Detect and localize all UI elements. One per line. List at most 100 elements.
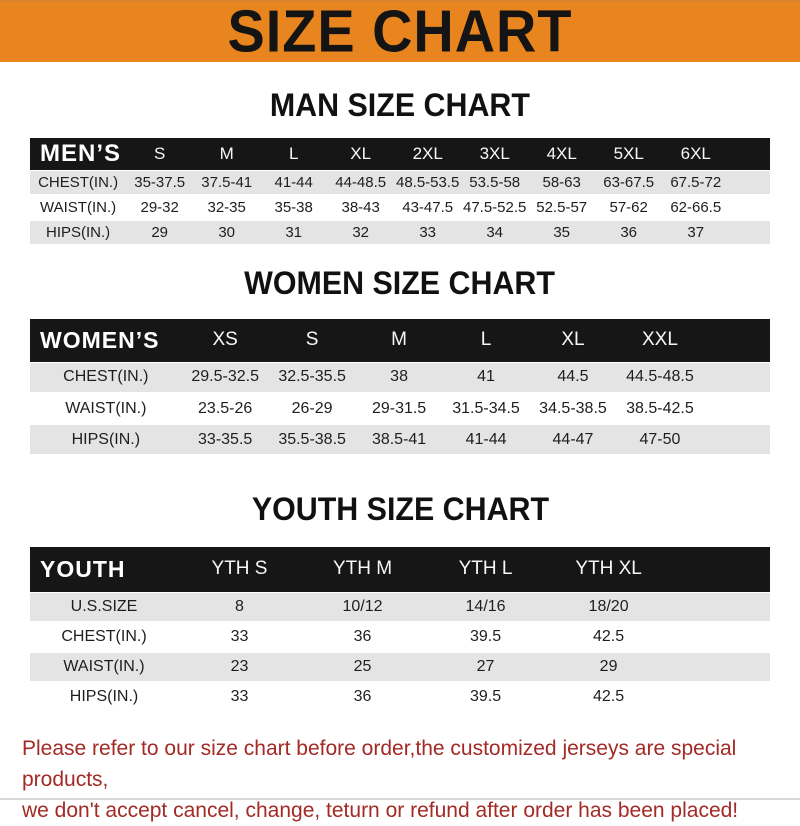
size-column-header: M bbox=[193, 138, 261, 170]
size-cell: 52.5-57 bbox=[528, 194, 596, 221]
size-cell: 47.5-52.5 bbox=[461, 194, 529, 221]
size-cell: 58-63 bbox=[528, 169, 596, 196]
header-filler bbox=[729, 138, 770, 170]
header-filler bbox=[670, 547, 770, 592]
size-cell: 30 bbox=[193, 219, 261, 246]
size-cell: 53.5-58 bbox=[461, 169, 529, 196]
size-cell: 37 bbox=[662, 219, 730, 246]
table-header-label: MEN’S bbox=[30, 138, 127, 170]
row-filler bbox=[703, 423, 770, 456]
banner-title: SIZE CHART bbox=[227, 0, 573, 65]
size-cell: 29 bbox=[126, 219, 194, 246]
size-column-header: M bbox=[355, 319, 443, 362]
footer-note-line1: Please refer to our size chart before or… bbox=[22, 737, 737, 791]
size-cell: 31.5-34.5 bbox=[442, 392, 530, 425]
size-cell: 33 bbox=[178, 681, 302, 713]
size-column-header: 6XL bbox=[662, 138, 730, 170]
size-column-header: 2XL bbox=[394, 138, 462, 170]
size-column-header: XXL bbox=[616, 319, 704, 362]
size-column-header: S bbox=[126, 138, 194, 170]
size-column-header: YTH L bbox=[424, 547, 548, 592]
size-cell: 33 bbox=[394, 219, 462, 246]
size-cell: 63-67.5 bbox=[595, 169, 663, 196]
table-row: U.S.SIZE 8 10/12 14/16 18/20 bbox=[30, 591, 770, 623]
size-cell: 33-35.5 bbox=[181, 423, 269, 456]
size-column-header: XL bbox=[529, 319, 617, 362]
size-column-header: 3XL bbox=[461, 138, 529, 170]
size-cell: 48.5-53.5 bbox=[394, 169, 462, 196]
size-cell: 32-35 bbox=[193, 194, 261, 221]
size-cell: 44.5-48.5 bbox=[616, 361, 704, 394]
youth-size-table: YOUTH YTH S YTH M YTH L YTH XL U.S.SIZE 8 10/12… bbox=[30, 547, 770, 713]
row-filler bbox=[703, 361, 770, 394]
size-cell: 41 bbox=[442, 361, 530, 394]
table-row: WAIST(IN.) 23.5-26 26-29 29-31.5 31.5-34.5 34… bbox=[30, 392, 770, 425]
size-cell: 39.5 bbox=[424, 621, 548, 653]
footer-note: Please refer to our size chart before or… bbox=[20, 733, 780, 826]
size-column-header: 4XL bbox=[528, 138, 596, 170]
size-cell: 42.5 bbox=[547, 681, 671, 713]
table-header-label: YOUTH bbox=[30, 547, 178, 592]
size-cell: 32.5-35.5 bbox=[268, 361, 356, 394]
table-row: CHEST(IN.) 33 36 39.5 42.5 bbox=[30, 621, 770, 653]
size-cell: 38.5-42.5 bbox=[616, 392, 704, 425]
banner: SIZE CHART bbox=[0, 0, 800, 62]
size-cell: 27 bbox=[424, 651, 548, 683]
size-cell: 35-37.5 bbox=[126, 169, 194, 196]
size-cell: 25 bbox=[301, 651, 425, 683]
header-filler bbox=[703, 319, 770, 362]
size-column-header: L bbox=[442, 319, 530, 362]
men-size-table: MEN’S S M L XL 2XL 3XL 4XL 5XL 6XL CHEST(IN.) 35-37… bbox=[30, 138, 770, 246]
size-cell: 62-66.5 bbox=[662, 194, 730, 221]
size-cell: 43-47.5 bbox=[394, 194, 462, 221]
size-cell: 29.5-32.5 bbox=[181, 361, 269, 394]
man-section-heading-text: MAN SIZE CHART bbox=[269, 87, 531, 123]
size-cell: 32 bbox=[327, 219, 395, 246]
size-cell: 36 bbox=[301, 681, 425, 713]
size-cell: 41-44 bbox=[442, 423, 530, 456]
size-column-header: YTH XL bbox=[547, 547, 671, 592]
youth-section-heading: YOUTH SIZE CHART bbox=[0, 492, 800, 526]
row-filler bbox=[670, 621, 770, 653]
row-label: HIPS(IN.) bbox=[30, 681, 178, 713]
size-cell: 35 bbox=[528, 219, 596, 246]
size-column-header: XL bbox=[327, 138, 395, 170]
table-row: CHEST(IN.) 29.5-32.5 32.5-35.5 38 41 44.5 44.5… bbox=[30, 361, 770, 394]
size-cell: 42.5 bbox=[547, 621, 671, 653]
size-cell: 36 bbox=[595, 219, 663, 246]
size-cell: 34 bbox=[461, 219, 529, 246]
women-size-table: WOMEN’S XS S M L XL XXL CHEST(IN.) 29.5-32.5 32.5… bbox=[30, 319, 770, 456]
size-column-header: YTH M bbox=[301, 547, 425, 592]
row-label: CHEST(IN.) bbox=[30, 621, 178, 653]
row-label: CHEST(IN.) bbox=[30, 361, 182, 394]
size-cell: 38-43 bbox=[327, 194, 395, 221]
row-filler bbox=[670, 681, 770, 713]
size-cell: 67.5-72 bbox=[662, 169, 730, 196]
table-row: HIPS(IN.) 33 36 39.5 42.5 bbox=[30, 681, 770, 713]
size-cell: 29-32 bbox=[126, 194, 194, 221]
size-cell: 39.5 bbox=[424, 681, 548, 713]
size-cell: 26-29 bbox=[268, 392, 356, 425]
women-section-heading: WOMEN SIZE CHART bbox=[0, 266, 800, 300]
size-cell: 23 bbox=[178, 651, 302, 683]
size-cell: 35-38 bbox=[260, 194, 328, 221]
size-cell: 18/20 bbox=[547, 591, 671, 623]
row-filler bbox=[670, 651, 770, 683]
size-cell: 47-50 bbox=[616, 423, 704, 456]
size-cell: 36 bbox=[301, 621, 425, 653]
size-cell: 41-44 bbox=[260, 169, 328, 196]
row-filler bbox=[729, 219, 770, 246]
size-cell: 34.5-38.5 bbox=[529, 392, 617, 425]
size-column-header: S bbox=[268, 319, 356, 362]
size-cell: 37.5-41 bbox=[193, 169, 261, 196]
size-cell: 57-62 bbox=[595, 194, 663, 221]
row-label: CHEST(IN.) bbox=[30, 169, 127, 196]
size-cell: 8 bbox=[178, 591, 302, 623]
row-filler bbox=[703, 392, 770, 425]
table-row: HIPS(IN.) 33-35.5 35.5-38.5 38.5-41 41-44 44-… bbox=[30, 423, 770, 456]
row-filler bbox=[670, 591, 770, 623]
table-row: CHEST(IN.) 35-37.5 37.5-41 41-44 44-48.5 48.5… bbox=[30, 169, 770, 196]
size-cell: 14/16 bbox=[424, 591, 548, 623]
row-label: HIPS(IN.) bbox=[30, 219, 127, 246]
